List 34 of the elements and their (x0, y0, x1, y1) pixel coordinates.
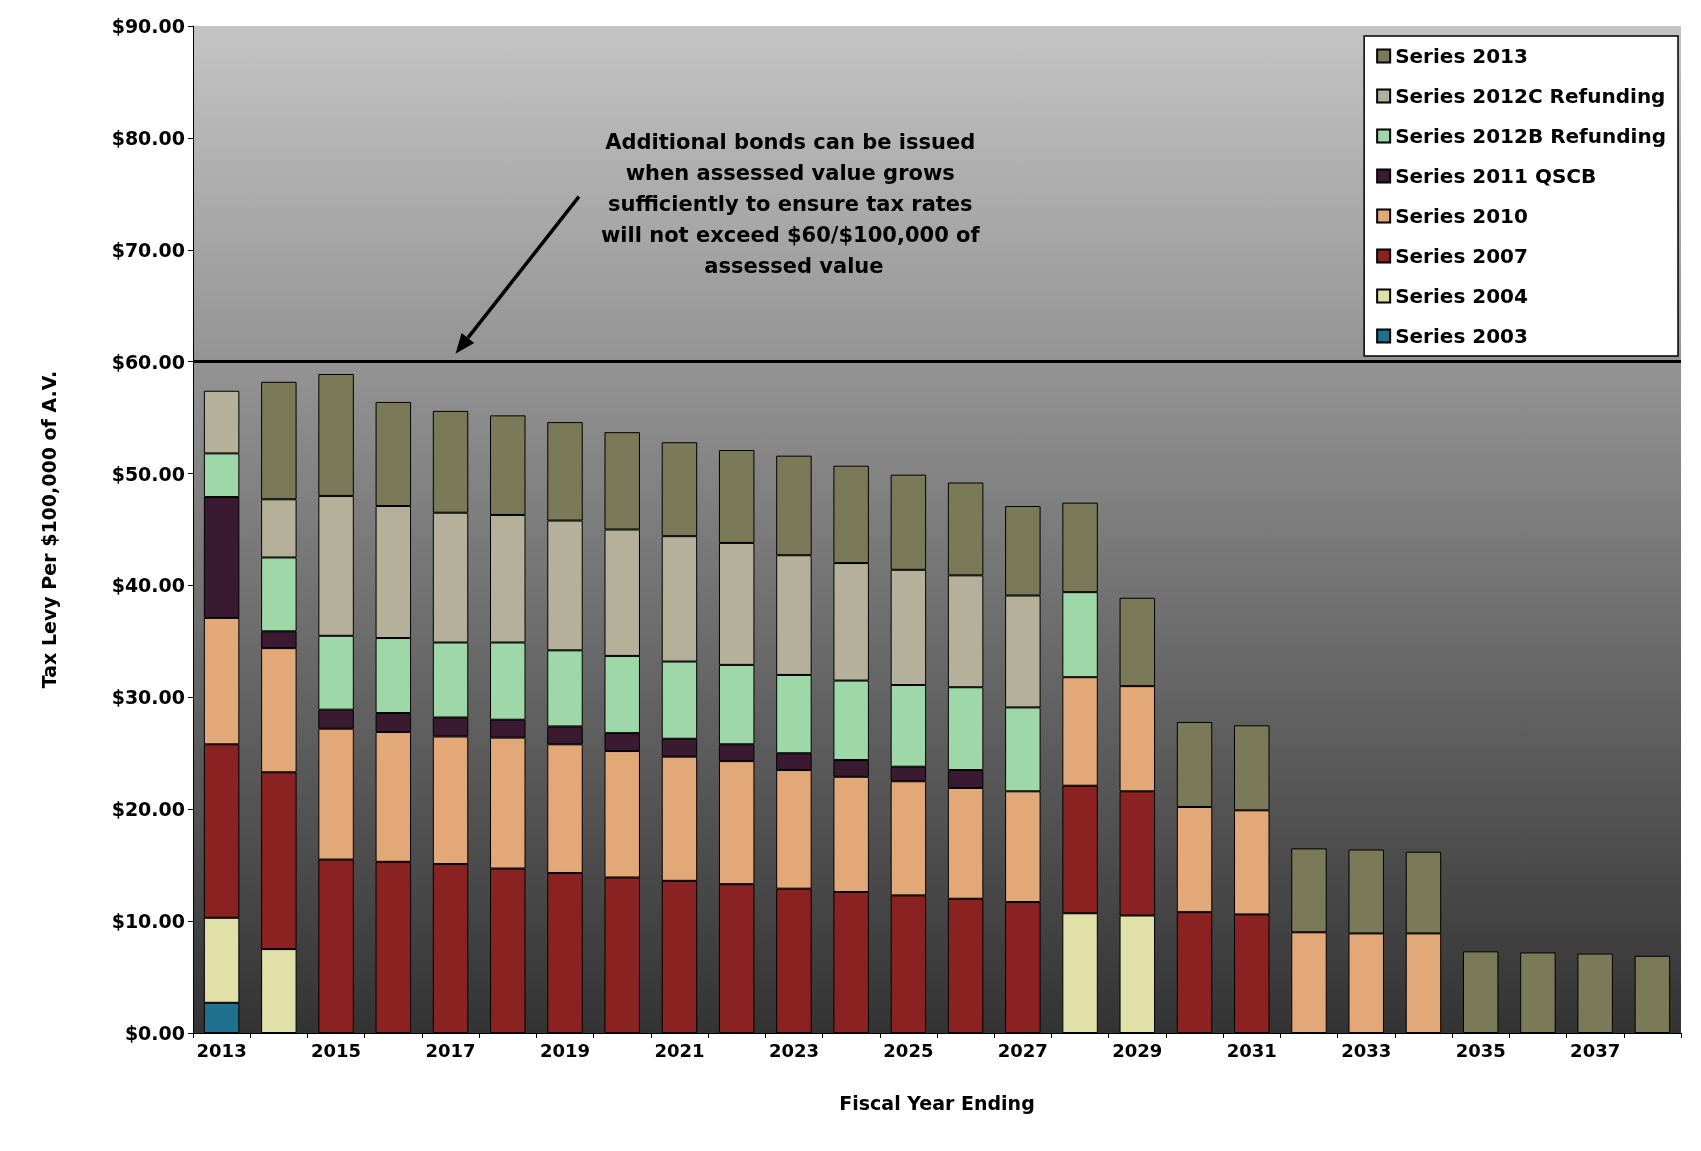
x-tick-label: 2017 (425, 1039, 476, 1061)
legend-label: Series 2012C Refunding (1395, 84, 1666, 108)
legend-label: Series 2010 (1395, 204, 1528, 228)
x-tick-label: 2033 (1341, 1039, 1392, 1061)
x-tick-label: 2031 (1226, 1039, 1277, 1061)
legend-label: Series 2007 (1395, 244, 1528, 268)
legend-label: Series 2003 (1395, 324, 1528, 348)
y-tick-label: $50.00 (111, 462, 185, 485)
legend-label: Series 2004 (1395, 284, 1528, 308)
y-tick-label: $70.00 (111, 238, 185, 261)
y-axis-title: Tax Levy Per $100,000 of A.V. (37, 370, 60, 689)
x-tick-label: 2037 (1570, 1039, 1621, 1061)
y-tick-label: $20.00 (111, 798, 185, 821)
x-tick-label: 2023 (768, 1039, 819, 1061)
y-tick-label: $60.00 (111, 350, 185, 373)
x-tick-label: 2025 (883, 1039, 934, 1061)
y-tick-label: $90.00 (111, 15, 185, 37)
x-tick-label: 2027 (997, 1039, 1048, 1061)
legend-label: Series 2011 QSCB (1395, 164, 1597, 188)
y-tick-label: $10.00 (111, 910, 185, 933)
x-axis-title: Fiscal Year Ending (839, 1091, 1035, 1114)
y-tick-label: $0.00 (124, 1022, 185, 1044)
y-tick-label: $40.00 (111, 574, 185, 597)
legend-label: Series 2013 (1395, 44, 1528, 68)
x-tick-label: 2015 (311, 1039, 362, 1061)
y-tick-label: $30.00 (111, 686, 185, 709)
x-tick-label: 2013 (196, 1039, 247, 1061)
legend-label: Series 2012B Refunding (1395, 124, 1666, 148)
annotation: Additional bonds can be issued when assessed value grows sufficiently to ensure tax rates will not exceed $60/$100,000 of assessed value (600, 130, 987, 279)
x-tick-label: 2035 (1455, 1039, 1506, 1061)
x-tick-label: 2029 (1112, 1039, 1163, 1061)
x-tick-label: 2019 (539, 1039, 591, 1061)
x-tick-label: 2021 (654, 1039, 705, 1061)
y-tick-label: $80.00 (111, 126, 185, 149)
